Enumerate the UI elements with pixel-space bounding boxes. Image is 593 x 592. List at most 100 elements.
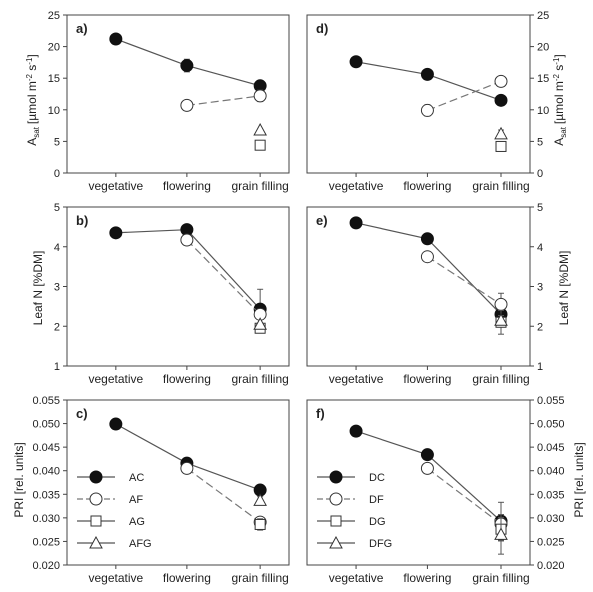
- data-point-AF: [181, 234, 193, 246]
- leafn-ylabel-right: Leaf N [%DM]: [557, 251, 571, 326]
- y-tick-label: 25: [48, 10, 60, 22]
- data-point-AC: [110, 227, 122, 239]
- y-tick-label: 0.035: [32, 489, 60, 501]
- y-tick-label: 5: [54, 202, 60, 214]
- legend-marker-DG: [331, 516, 341, 526]
- pri-ylabel-left: PRI [rel. units]: [12, 442, 26, 517]
- data-point-AFG: [254, 124, 266, 135]
- data-point-DG: [496, 141, 506, 151]
- asat-ylabel-right: Asat[µmol m-2 s-1]: [552, 54, 568, 146]
- data-point-DF: [421, 251, 433, 263]
- y-tick-label: 20: [537, 42, 549, 54]
- x-tick-label: vegetative: [88, 571, 143, 585]
- panel-letter: f): [316, 406, 325, 421]
- y-tick-label: 0.030: [32, 513, 60, 525]
- x-tick-label: grain filling: [231, 372, 288, 386]
- x-tick-label: grain filling: [472, 571, 529, 585]
- y-tick-label: 0.045: [537, 442, 565, 454]
- plot-frame: [67, 400, 289, 565]
- chart-panel-2: 1 2 3 4 5 vegetative flowering grain filling b): [54, 202, 289, 386]
- y-tick-label: 0.020: [32, 560, 60, 572]
- legend-label-DFG: DFG: [369, 538, 392, 550]
- data-point-AF: [254, 90, 266, 102]
- data-point-DC: [421, 68, 433, 80]
- leafn-ylabel-left: Leaf N [%DM]: [31, 251, 45, 326]
- chart-panel-1: 0 5 10 15 20 25 vegetative flowering grain filli…: [48, 10, 289, 193]
- y-tick-label: 1: [54, 361, 60, 373]
- y-tick-label: 0.030: [537, 513, 565, 525]
- series-line-AF: [187, 96, 260, 106]
- x-tick-label: grain filling: [231, 179, 288, 193]
- y-tick-label: 20: [48, 42, 60, 54]
- y-tick-label: 15: [48, 73, 60, 85]
- data-point-DC: [350, 56, 362, 68]
- y-tick-label: 4: [54, 242, 60, 254]
- y-tick-label: 4: [537, 242, 543, 254]
- y-tick-label: 0: [537, 168, 543, 180]
- data-point-AF: [181, 462, 193, 474]
- data-point-DF: [421, 104, 433, 116]
- pri-ylabel-right: PRI [rel. units]: [572, 442, 586, 517]
- x-tick-label: vegetative: [88, 179, 143, 193]
- x-tick-label: flowering: [403, 179, 451, 193]
- y-tick-label: 0.020: [537, 560, 565, 572]
- data-point-AG: [255, 519, 265, 529]
- x-tick-label: grain filling: [231, 571, 288, 585]
- data-point-AFG: [254, 494, 266, 505]
- y-tick-label: 0: [54, 168, 60, 180]
- chart-panel-6: 0.020 0.025 0.030 0.035 0.040 0.045 0.050 0.055…: [307, 395, 565, 585]
- legend-label-AG: AG: [129, 516, 145, 528]
- y-tick-label: 10: [48, 105, 60, 117]
- legend-label-DG: DG: [369, 516, 386, 528]
- y-tick-label: 5: [537, 202, 543, 214]
- y-tick-label: 2: [54, 321, 60, 333]
- y-tick-label: 0.045: [32, 442, 60, 454]
- series-line-DF: [427, 257, 501, 305]
- data-point-DC: [495, 94, 507, 106]
- chart-panel-5: 1 2 3 4 5 vegetative flowering grain filling e): [307, 202, 543, 386]
- y-tick-label: 3: [54, 282, 60, 294]
- data-point-DF: [495, 75, 507, 87]
- x-tick-label: grain filling: [472, 372, 529, 386]
- data-point-DF: [421, 462, 433, 474]
- x-tick-label: flowering: [163, 571, 211, 585]
- y-tick-label: 3: [537, 282, 543, 294]
- data-point-AC: [110, 33, 122, 45]
- panel-letter: c): [76, 406, 88, 421]
- y-tick-label: 0.055: [32, 395, 60, 407]
- panel-letter: a): [76, 21, 88, 36]
- chart-panel-4: 0 5 10 15 20 25 vegetative flowering grain filli…: [307, 10, 549, 193]
- plot-frame: [307, 400, 530, 565]
- plot-frame: [67, 207, 289, 366]
- x-tick-label: flowering: [403, 372, 451, 386]
- y-tick-label: 25: [537, 10, 549, 22]
- y-tick-label: 10: [537, 105, 549, 117]
- legend-label-AF: AF: [129, 494, 143, 506]
- legend-marker-AF: [90, 493, 102, 505]
- data-point-AF: [181, 99, 193, 111]
- legend-marker-DF: [330, 493, 342, 505]
- series-line-DF: [427, 468, 501, 524]
- y-tick-label: 1: [537, 361, 543, 373]
- asat-ylabel-left: Asat[µmol m-2 s-1]: [25, 54, 41, 146]
- data-point-DC: [421, 233, 433, 245]
- data-point-AG: [255, 140, 265, 150]
- y-tick-label: 0.055: [537, 395, 565, 407]
- y-tick-label: 5: [54, 136, 60, 148]
- x-tick-label: flowering: [163, 179, 211, 193]
- x-tick-label: flowering: [163, 372, 211, 386]
- series-line-AF: [187, 240, 260, 314]
- panel-letter: e): [316, 213, 328, 228]
- legend-marker-DC: [330, 471, 342, 483]
- data-point-AC: [110, 418, 122, 430]
- x-tick-label: vegetative: [88, 372, 143, 386]
- y-tick-label: 5: [537, 136, 543, 148]
- y-tick-label: 0.040: [32, 466, 60, 478]
- data-point-AC: [181, 60, 193, 72]
- y-axis-titles: Asat[µmol m-2 s-1] Asat[µmol m-2 s-1] Le…: [12, 54, 586, 517]
- data-point-DC: [350, 217, 362, 229]
- legend-label-AFG: AFG: [129, 538, 152, 550]
- legend-label-AC: AC: [129, 472, 144, 484]
- x-tick-label: grain filling: [472, 179, 529, 193]
